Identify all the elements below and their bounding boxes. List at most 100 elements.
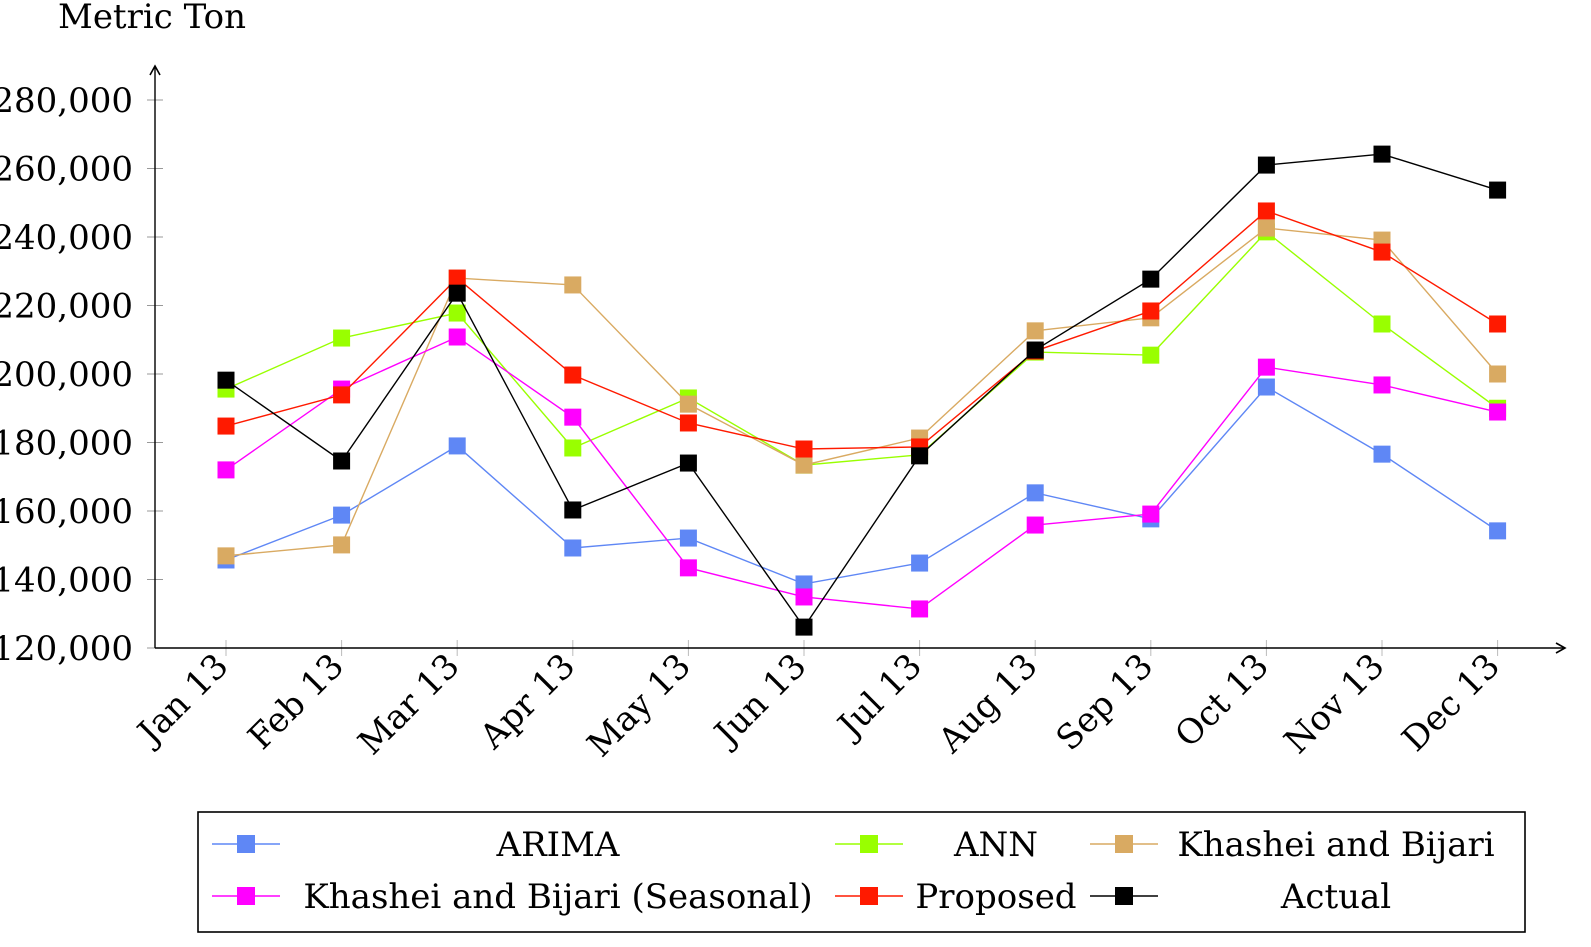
data-point [333,329,351,347]
data-point [448,269,466,287]
y-tick-label: 220,000 [0,287,133,327]
data-point [795,456,813,474]
data-point [217,417,235,435]
data-point [333,386,351,404]
data-point [1489,365,1507,383]
y-tick-label: 240,000 [0,218,133,258]
data-point [1373,315,1391,333]
data-point [1257,202,1275,220]
y-tick-label: 280,000 [0,81,133,121]
data-point [1489,315,1507,333]
data-point [679,395,697,413]
x-tick-label: Aug 13 [930,646,1045,761]
series-proposed [217,202,1507,458]
data-point [333,452,351,470]
series-line [225,386,1498,585]
series-arima [217,378,1507,593]
data-point [1026,484,1044,502]
data-point [911,600,929,618]
x-tick-label: Jan 13 [128,646,236,754]
y-tick-label: 160,000 [0,492,133,532]
data-point [679,559,697,577]
data-point [564,276,582,294]
x-tick-label: Oct 13 [1167,646,1276,755]
data-point [1257,378,1275,396]
series-line [225,230,1499,466]
data-point [1257,219,1275,237]
x-tick-label: Nov 13 [1277,646,1393,762]
series-line [225,210,1498,450]
legend-marker [860,835,878,853]
data-point [448,284,466,302]
legend-item: ANN [835,825,1038,865]
legend-marker [1115,835,1133,853]
data-point [1142,302,1160,320]
y-tick-label: 200,000 [0,355,133,395]
data-point [911,447,929,465]
data-point [448,304,466,322]
data-point [1489,522,1507,540]
data-point [1373,445,1391,463]
data-point [564,366,582,384]
data-point [333,506,351,524]
series-layer [217,145,1507,636]
data-point [679,414,697,432]
data-point [679,454,697,472]
data-point [795,440,813,458]
legend-item: Khashei and Bijari (Seasonal) [212,877,813,917]
data-point [217,547,235,565]
data-point [1373,243,1391,261]
legend-item: Proposed [835,877,1077,917]
legend-label: Khashei and Bijari (Seasonal) [303,877,812,917]
data-point [795,588,813,606]
legend-label: Proposed [915,877,1076,917]
y-tick-label: 260,000 [0,150,133,190]
x-tick-label: Sep 13 [1049,646,1162,759]
series-line [225,227,1499,557]
data-point [1489,403,1507,421]
data-point [1142,346,1160,364]
data-point [795,618,813,636]
legend-marker [237,887,255,905]
x-tick-label: May 13 [580,646,699,765]
legend-marker [860,887,878,905]
legend-label: ANN [953,825,1038,865]
legend-item: Khashei and Bijari [1090,825,1495,865]
series-khashei-and-bijari [217,219,1507,565]
data-point [679,529,697,547]
data-point [1142,270,1160,288]
data-point [1373,145,1391,163]
legend-marker [237,835,255,853]
series-actual [217,145,1507,636]
data-point [1142,505,1160,523]
x-tick-label: Jul 13 [829,646,930,747]
series-line [225,153,1498,629]
data-point [795,575,813,593]
data-point [448,437,466,455]
data-point [911,554,929,572]
legend-label: Actual [1280,877,1391,917]
legend-label: ARIMA [496,825,620,865]
legend-item: Actual [1090,877,1391,917]
data-point [333,536,351,554]
data-point [1257,358,1275,376]
data-point [564,501,582,519]
x-tick-label: Dec 13 [1394,646,1507,759]
legend: ARIMA ANN Khashei and Bijari Khashei and Bi… [197,811,1526,933]
y-tick-label: 120,000 [0,629,133,669]
legend-box [197,811,1526,933]
x-tick-label: Jun 13 [705,646,814,755]
legend-marker [1115,887,1133,905]
y-tick-label: 140,000 [0,561,133,601]
data-point [564,408,582,426]
data-point [1026,341,1044,359]
y-tick-label: 180,000 [0,424,133,464]
data-point [448,328,466,346]
data-point [1489,181,1507,199]
y-axis-ticks: 120,000 140,000 160,000 180,000 200,000 220,0… [0,81,163,669]
data-point [217,461,235,479]
legend-item: ARIMA [212,825,620,865]
x-tick-label: Feb 13 [240,646,352,758]
